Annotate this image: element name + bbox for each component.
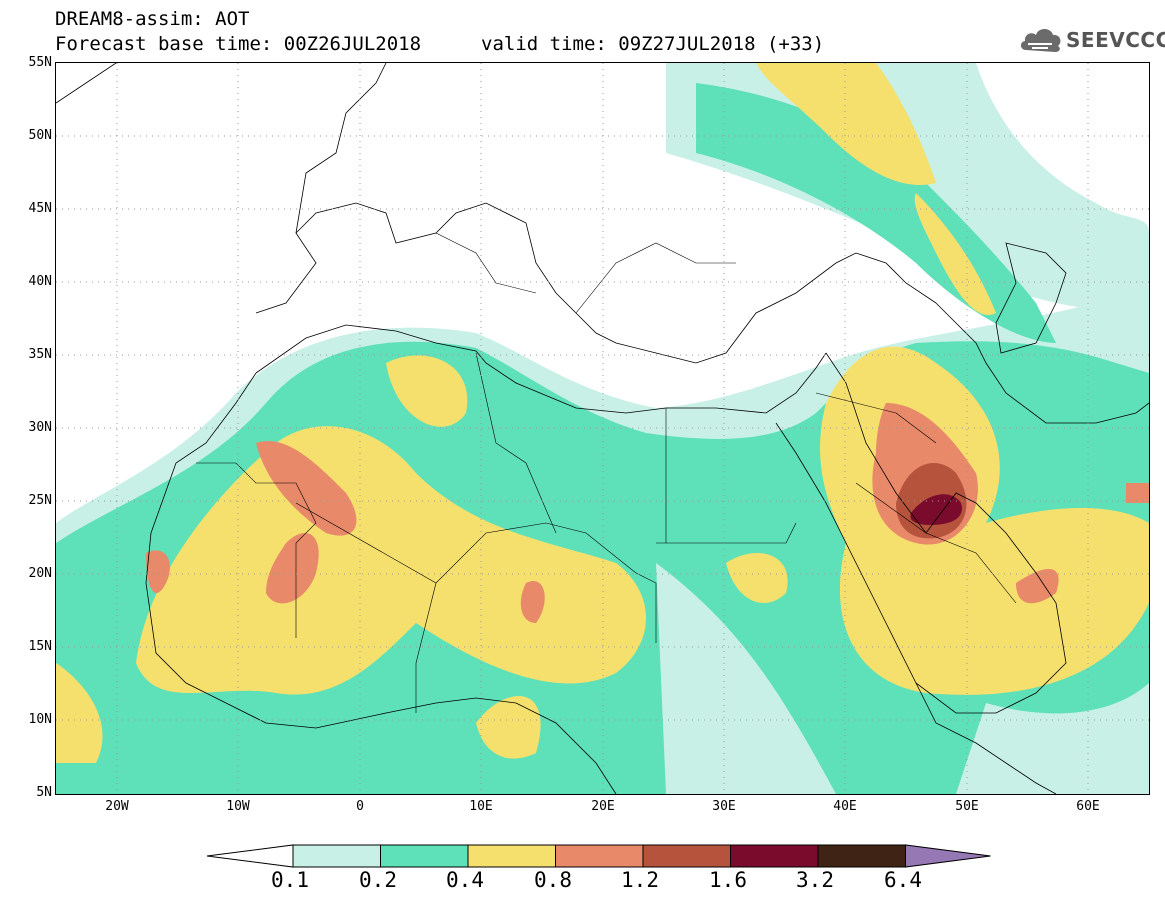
aot-field-yellow	[56, 63, 1149, 763]
lat-label-25n: 25N	[28, 493, 52, 508]
lat-label-15n: 15N	[28, 639, 52, 654]
colorbar-segment	[555, 844, 644, 868]
grid-lines	[56, 63, 1149, 794]
valid-time: valid time: 09Z27JUL2018 (+33)	[481, 33, 825, 55]
lat-label-45n: 45N	[28, 201, 52, 216]
lon-label-40e: 40E	[833, 799, 857, 814]
forecast-base-time: Forecast base time: 00Z26JUL2018	[55, 33, 422, 55]
colorbar-label-1-6: 1.6	[709, 868, 747, 892]
lat-label-50n: 50N	[28, 128, 52, 143]
seevccc-logo: SEEVCCC	[1018, 22, 1165, 58]
colorbar-lower-triangle	[206, 844, 294, 868]
lon-label-50e: 50E	[955, 799, 979, 814]
colorbar-segment	[642, 844, 731, 868]
lat-label-10n: 10N	[28, 712, 52, 727]
lat-label-55n: 55N	[28, 55, 52, 70]
logo-text: SEEVCCC	[1066, 28, 1165, 52]
colorbar-label-0-8: 0.8	[534, 868, 572, 892]
lon-label-10w: 10W	[226, 799, 250, 814]
cloud-icon	[1020, 29, 1061, 52]
lon-label-20e: 20E	[591, 799, 615, 814]
lon-label-30e: 30E	[712, 799, 736, 814]
lat-label-30n: 30N	[28, 420, 52, 435]
colorbar-segment	[817, 844, 906, 868]
colorbar-label-1-2: 1.2	[621, 868, 659, 892]
colorbar-segment	[380, 844, 469, 868]
lon-label-10e: 10E	[469, 799, 493, 814]
map-panel	[55, 62, 1150, 795]
lon-label-20w: 20W	[105, 799, 129, 814]
colorbar-label-6-4: 6.4	[884, 868, 922, 892]
colorbar-label-0-2: 0.2	[359, 868, 397, 892]
colorbar-segment	[730, 844, 819, 868]
lat-label-20n: 20N	[28, 566, 52, 581]
lat-label-40n: 40N	[28, 274, 52, 289]
map-title: DREAM8-assim: AOT	[55, 8, 250, 30]
colorbar-upper-triangle	[905, 844, 991, 868]
lat-label-5n: 5N	[36, 785, 52, 800]
country-borders	[196, 232, 1017, 713]
lon-label-0: 0	[356, 799, 364, 814]
colorbar-label-0-4: 0.4	[446, 868, 484, 892]
lon-label-60e: 60E	[1076, 799, 1100, 814]
colorbar-segment	[467, 844, 556, 868]
colorbar-segment	[292, 844, 381, 868]
lat-label-35n: 35N	[28, 347, 52, 362]
colorbar	[206, 844, 991, 868]
coastlines	[56, 63, 1149, 794]
colorbar-label-0-1: 0.1	[271, 868, 309, 892]
colorbar-label-3-2: 3.2	[796, 868, 834, 892]
aot-map	[56, 63, 1149, 794]
